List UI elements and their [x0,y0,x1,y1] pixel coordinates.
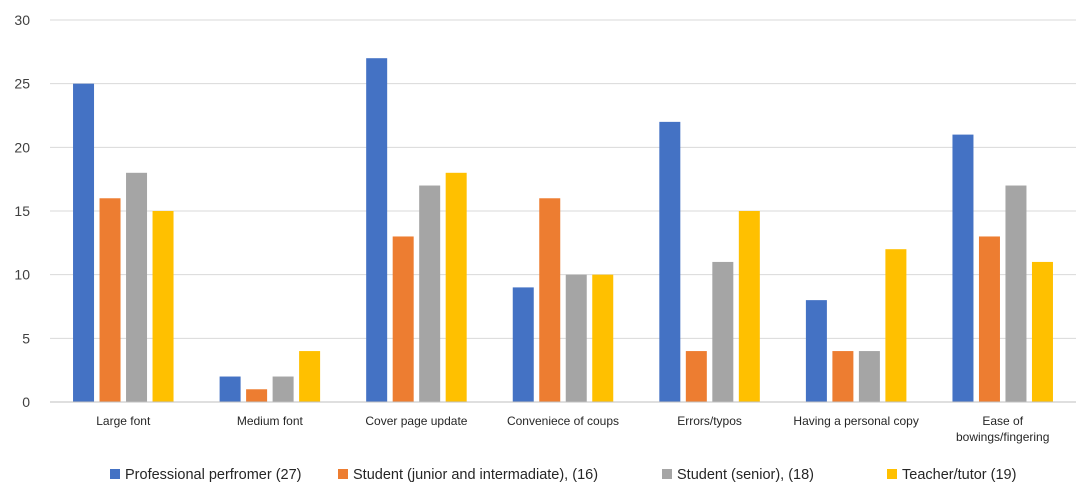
x-category-label: Cover page update [365,414,467,428]
y-tick-label: 25 [14,76,30,92]
legend-swatch [662,469,672,479]
bar [659,121,681,402]
x-category-line: Errors/typos [677,414,742,428]
bar [738,211,760,402]
x-category-line: Conveniece of coups [507,414,619,428]
x-category-label: Large font [96,414,151,428]
bar [73,83,95,403]
legend-label: Student (junior and intermadiate), (16) [353,467,598,483]
x-category-line: Having a personal copy [793,414,918,428]
gridlines [50,19,1076,339]
bar [126,172,148,402]
bar [712,261,734,402]
legend-swatch [887,469,897,479]
x-category-line: Cover page update [365,414,467,428]
y-tick-label: 20 [14,139,30,155]
y-tick-label: 0 [22,394,30,410]
bar [366,58,388,402]
bar [1031,261,1053,402]
x-category-line: Large font [96,414,151,428]
bar [885,249,907,402]
y-axis-ticks: 0 5 10 15 20 25 30 [14,12,30,410]
legend-swatch [110,469,120,479]
x-category-line: Medium font [237,414,304,428]
legend-item: Student (junior and intermadiate), (16) [338,467,598,483]
legend-item: Student (senior), (18) [662,467,814,483]
x-category-label: Medium font [237,414,304,428]
bar [1005,185,1027,402]
bar [99,198,121,402]
legend-label: Teacher/tutor (19) [902,467,1016,483]
bar [539,198,561,402]
bar [592,274,614,402]
y-tick-label: 5 [22,330,30,346]
x-category-label: Ease of bowings/fingering [956,414,1049,444]
bar [832,351,854,402]
bar [685,351,707,402]
legend-item: Professional perfromer (27) [110,467,302,483]
x-category-line: bowings/fingering [956,430,1049,444]
bar [565,274,587,402]
x-axis-categories: Large font Medium font Cover page update Co… [96,414,1049,444]
bar [512,287,534,402]
y-tick-label: 10 [14,267,30,283]
legend-label: Professional perfromer (27) [125,467,302,483]
x-category-label: Having a personal copy [793,414,918,428]
y-tick-label: 30 [14,12,30,28]
bar [978,236,1000,402]
bar [299,351,321,402]
bar [272,376,294,402]
bar [445,172,467,402]
x-category-label: Errors/typos [677,414,742,428]
x-category-label: Conveniece of coups [507,414,619,428]
bar [858,351,880,402]
legend-item: Teacher/tutor (19) [887,467,1016,483]
bar [219,376,241,402]
x-category-line: Ease of [982,414,1023,428]
bar [952,134,974,402]
bar [246,389,268,402]
bars [73,58,1053,403]
legend: Professional perfromer (27) Student (juni… [110,467,1016,483]
legend-swatch [338,469,348,479]
bar [805,300,827,402]
bar [419,185,441,402]
bar [152,211,174,402]
legend-label: Student (senior), (18) [677,467,814,483]
y-tick-label: 15 [14,203,30,219]
bar [392,236,414,402]
